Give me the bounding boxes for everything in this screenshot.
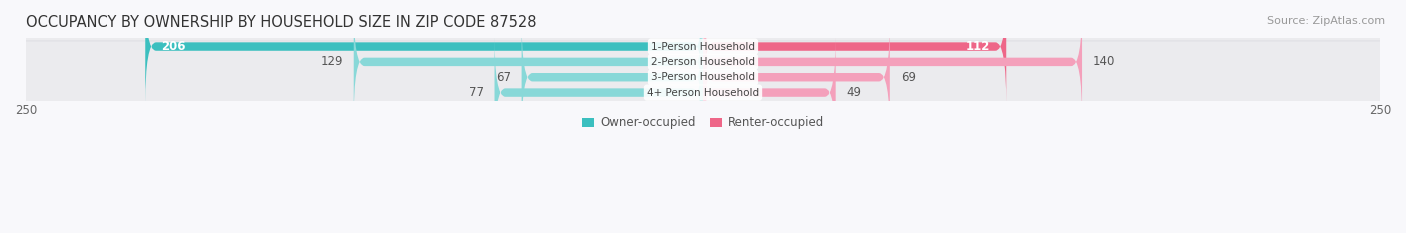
- Text: 129: 129: [321, 55, 343, 69]
- FancyBboxPatch shape: [703, 35, 835, 150]
- Text: Source: ZipAtlas.com: Source: ZipAtlas.com: [1267, 16, 1385, 26]
- Text: 67: 67: [496, 71, 510, 84]
- Text: 4+ Person Household: 4+ Person Household: [647, 88, 759, 98]
- FancyBboxPatch shape: [703, 0, 1007, 104]
- Text: 1-Person Household: 1-Person Household: [651, 41, 755, 51]
- FancyBboxPatch shape: [0, 0, 1406, 133]
- Text: 2-Person Household: 2-Person Household: [651, 57, 755, 67]
- FancyBboxPatch shape: [0, 21, 1406, 164]
- FancyBboxPatch shape: [145, 0, 703, 104]
- Text: OCCUPANCY BY OWNERSHIP BY HOUSEHOLD SIZE IN ZIP CODE 87528: OCCUPANCY BY OWNERSHIP BY HOUSEHOLD SIZE…: [27, 15, 537, 30]
- FancyBboxPatch shape: [354, 5, 703, 119]
- Text: 206: 206: [162, 40, 186, 53]
- FancyBboxPatch shape: [0, 0, 1406, 118]
- Text: 49: 49: [846, 86, 862, 99]
- Legend: Owner-occupied, Renter-occupied: Owner-occupied, Renter-occupied: [578, 112, 828, 134]
- FancyBboxPatch shape: [703, 20, 890, 134]
- Text: 112: 112: [966, 40, 990, 53]
- Text: 3-Person Household: 3-Person Household: [651, 72, 755, 82]
- FancyBboxPatch shape: [495, 35, 703, 150]
- Text: 69: 69: [901, 71, 915, 84]
- Text: 140: 140: [1092, 55, 1115, 69]
- Text: 77: 77: [468, 86, 484, 99]
- FancyBboxPatch shape: [703, 5, 1083, 119]
- FancyBboxPatch shape: [522, 20, 703, 134]
- FancyBboxPatch shape: [0, 6, 1406, 148]
